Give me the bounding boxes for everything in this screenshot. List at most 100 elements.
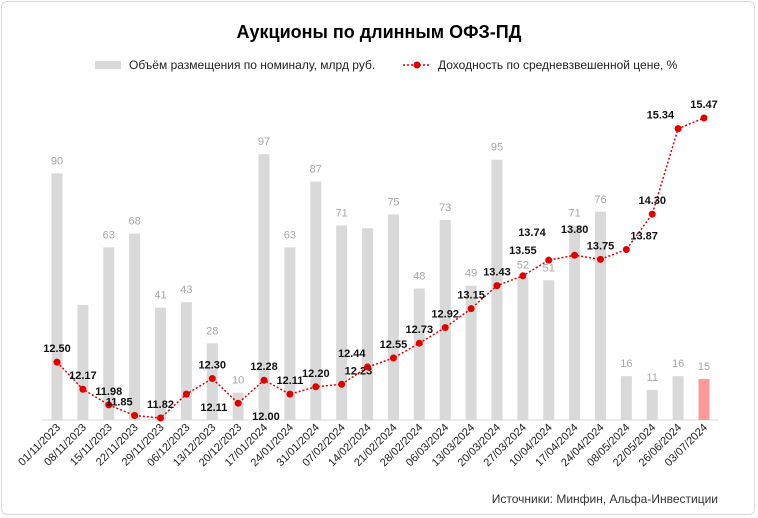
yield-point xyxy=(157,414,165,422)
bar-value-label: 68 xyxy=(129,216,141,228)
bar-value-label: 15 xyxy=(698,361,710,373)
yield-value-label: 11.85 xyxy=(106,397,133,409)
yield-point xyxy=(441,324,449,332)
yield-value-label: 13.74 xyxy=(518,227,546,239)
yield-point xyxy=(415,339,423,347)
yield-point xyxy=(208,375,216,383)
yield-value-label: 12.28 xyxy=(250,361,278,373)
yield-point xyxy=(493,282,501,290)
legend-item-yield: Доходность по средневзвешенной цене, % xyxy=(402,58,677,72)
yield-value-label: 13.55 xyxy=(509,245,537,257)
bar xyxy=(672,376,684,420)
legend-label-yield: Доходность по средневзвешенной цене, % xyxy=(438,58,678,72)
yield-value-label: 14.30 xyxy=(638,195,666,207)
yield-value-label: 13.87 xyxy=(630,230,658,242)
yield-point xyxy=(312,383,320,391)
legend-line-swatch xyxy=(403,61,431,69)
bar xyxy=(698,378,710,420)
yield-value-label: 13.15 xyxy=(457,290,485,302)
yield-point xyxy=(622,245,630,253)
bar xyxy=(517,277,529,420)
bar-value-label: 95 xyxy=(491,142,503,154)
legend-bar-swatch xyxy=(95,61,121,69)
bar xyxy=(387,214,399,420)
yield-point xyxy=(286,390,294,398)
bar-value-label: 97 xyxy=(258,136,270,148)
bar xyxy=(155,307,167,420)
bar-value-label: 73 xyxy=(439,202,451,214)
bar xyxy=(103,247,115,420)
bar-value-label: 71 xyxy=(568,207,580,219)
bar xyxy=(129,233,141,420)
yield-point xyxy=(674,125,682,133)
yield-value-label: 13.80 xyxy=(561,224,589,236)
bar xyxy=(594,211,606,420)
bar xyxy=(77,304,89,420)
yield-point xyxy=(364,363,372,371)
bar xyxy=(569,225,581,420)
yield-value-label: 15.34 xyxy=(647,110,675,122)
bar-value-label: 51 xyxy=(543,262,555,274)
bar xyxy=(336,225,348,420)
yield-point xyxy=(79,385,87,393)
yield-value-label: 11.82 xyxy=(147,399,174,411)
bar-value-label: 41 xyxy=(154,290,166,302)
legend-label-volume: Объём размещения по номиналу, млрд руб. xyxy=(129,58,376,72)
yield-line xyxy=(56,117,705,419)
yield-point xyxy=(182,390,190,398)
bar xyxy=(284,247,296,420)
bar-value-label: 63 xyxy=(103,229,115,241)
bar-value-label: 28 xyxy=(206,325,218,337)
yield-point xyxy=(260,376,268,384)
bar-value-label: 16 xyxy=(672,358,684,370)
yield-value-label: 12.30 xyxy=(199,360,227,372)
yield-value-label: 11.98 xyxy=(95,386,122,398)
bar xyxy=(439,219,451,420)
bar-value-label: 90 xyxy=(51,155,63,167)
yield-value-label: 12.50 xyxy=(43,343,71,355)
yield-value-label: 12.73 xyxy=(406,324,434,336)
bar xyxy=(620,376,632,420)
bar-value-label: 16 xyxy=(620,358,632,370)
source-note: Источники: Минфин, Альфа-Инвестиции xyxy=(491,492,718,506)
bar xyxy=(180,302,192,420)
bar-value-label: 49 xyxy=(465,268,477,280)
bar xyxy=(51,173,63,420)
bar xyxy=(310,181,322,420)
yield-value-label: 12.11 xyxy=(200,402,227,414)
bar-value-label: 75 xyxy=(387,197,399,209)
yield-value-label: 12.44 xyxy=(338,348,366,360)
bar xyxy=(491,159,503,420)
yield-value-label: 13.75 xyxy=(587,240,615,252)
bar-value-label: 48 xyxy=(413,270,425,282)
yield-point xyxy=(131,412,139,420)
yield-point xyxy=(545,256,553,264)
yield-point xyxy=(53,358,61,366)
yield-value-label: 12.17 xyxy=(69,370,97,382)
yield-value-label: 13.43 xyxy=(483,267,511,279)
bar xyxy=(413,288,425,420)
bar-value-label: 11 xyxy=(647,372,658,384)
yield-value-label: 12.55 xyxy=(380,339,408,351)
yield-point xyxy=(338,380,346,388)
bar xyxy=(543,280,555,420)
bar xyxy=(646,389,658,420)
bar xyxy=(362,228,374,420)
yield-value-label: 12.20 xyxy=(302,368,330,380)
bar-value-label: 87 xyxy=(310,164,322,176)
yield-value-label: 12.11 xyxy=(276,375,303,387)
yield-point xyxy=(700,114,708,122)
yield-point xyxy=(596,255,604,263)
bar-value-label: 71 xyxy=(336,207,348,219)
bar-value-label: 43 xyxy=(180,284,192,296)
chart-title: Аукционы по длинным ОФЗ-ПД xyxy=(236,22,522,42)
bar-value-label: 76 xyxy=(594,194,606,206)
bar-value-label: 63 xyxy=(284,229,296,241)
bar xyxy=(258,154,270,420)
bar-value-label: 10 xyxy=(232,375,244,387)
yield-point xyxy=(648,210,656,218)
yield-value-label: 12.00 xyxy=(252,411,280,423)
bar-value-label: 52 xyxy=(517,260,529,272)
